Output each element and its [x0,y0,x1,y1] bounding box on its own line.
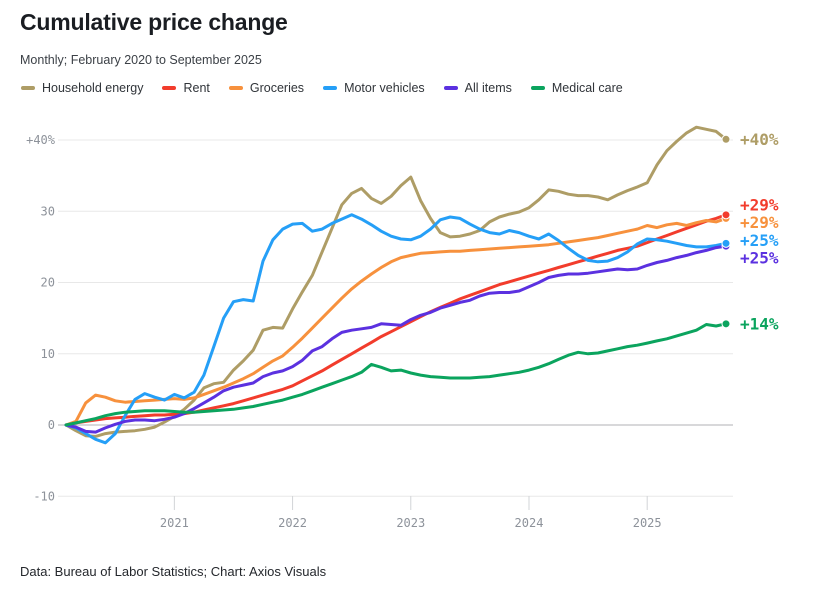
legend-item-groceries: Groceries [228,81,305,95]
legend-item-all-items: All items [443,81,512,95]
y-tick-label-30: 30 [41,204,55,218]
legend-item-motor-vehicles: Motor vehicles [323,81,425,95]
legend-label: Rent [183,81,210,95]
y-tick-label-10: 10 [41,347,55,361]
x-tick-label-2025: 2025 [633,516,662,530]
series-end-label-all-items: +25% [740,249,779,268]
series-line-medical-care [64,322,728,427]
series-line-household-energy [64,125,728,438]
legend-swatch-medical-care [530,86,545,90]
series-end-label-rent: +29% [740,195,779,214]
y-tick-label-40: +40% [26,133,56,147]
chart-title: Cumulative price change [20,9,288,35]
legend-swatch-household-energy [21,86,35,90]
series-line-all-items [64,244,728,434]
y-tick-label--10: -10 [33,489,55,503]
series-end-label-household-energy: +40% [740,130,779,149]
legend-label: Motor vehicles [344,81,425,95]
series-dot-medical-care [721,319,731,329]
legend-label: Groceries [249,81,305,95]
chart-source-credit: Data: Bureau of Labor Statistics; Chart:… [20,564,327,579]
legend-label: All items [464,81,512,95]
series-line-motor-vehicles [64,213,728,445]
legend: Household energy Rent Groceries Motor vehic… [21,81,623,95]
series-dot-rent [721,210,731,220]
series-line-rent [64,213,728,427]
chart-subtitle: Monthly; February 2020 to September 2025 [20,53,262,67]
legend-swatch-all-items [443,86,458,90]
legend-label: Medical care [551,81,623,95]
series-dot-motor-vehicles [721,238,731,248]
y-tick-label-20: 20 [41,276,55,290]
legend-item-medical-care: Medical care [530,81,623,95]
x-tick-label-2023: 2023 [396,516,425,530]
legend-item-rent: Rent [162,81,210,95]
y-tick-label-0: 0 [48,418,55,432]
legend-swatch-rent [162,86,177,90]
series-end-label-medical-care: +14% [740,314,779,333]
series-end-label-groceries: +29% [740,213,779,232]
series-dot-household-energy [721,134,731,144]
series-end-label-motor-vehicles: +25% [740,231,779,250]
series-line-groceries [64,216,728,427]
x-tick-label-2021: 2021 [160,516,189,530]
x-tick-label-2024: 2024 [515,516,544,530]
legend-item-household-energy: Household energy [21,81,143,95]
legend-label: Household energy [42,81,144,95]
legend-swatch-motor-vehicles [323,86,338,90]
x-tick-label-2022: 2022 [278,516,307,530]
legend-swatch-groceries [228,86,243,90]
